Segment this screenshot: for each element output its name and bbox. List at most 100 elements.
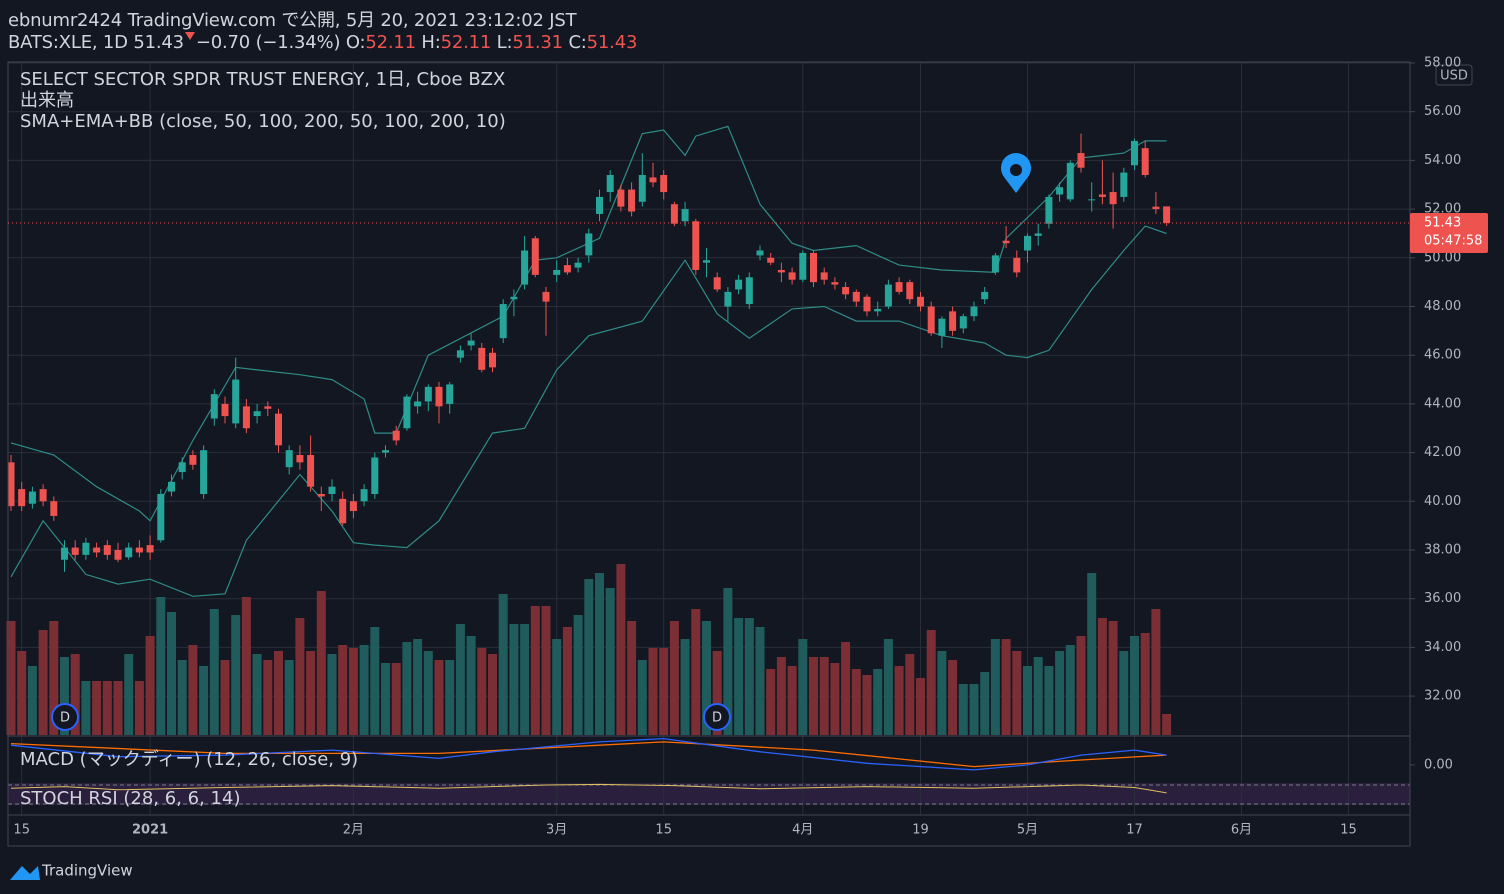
dividend-marker: D xyxy=(51,703,79,731)
volume-bar xyxy=(809,657,818,735)
x-tick-label: 17 xyxy=(1126,823,1143,838)
open: 52.11 xyxy=(365,32,416,53)
volume-bar xyxy=(894,666,904,735)
volume-bar xyxy=(787,666,797,735)
volume-bar xyxy=(627,621,637,735)
candle-body xyxy=(884,284,892,307)
candle-body xyxy=(307,455,315,487)
x-tick-label: 2月 xyxy=(343,823,364,838)
candle-body xyxy=(906,282,914,300)
volume-bar xyxy=(680,639,690,735)
volume-bar xyxy=(17,651,27,735)
candle-body xyxy=(189,455,197,465)
volume-bar xyxy=(1140,633,1150,735)
volume-bar xyxy=(113,681,123,735)
volume-bar xyxy=(1012,651,1022,735)
volume-bar xyxy=(370,627,380,735)
volume-bar xyxy=(381,663,390,735)
candle-body xyxy=(692,221,700,270)
candle-body xyxy=(1077,153,1085,168)
macd-line xyxy=(10,737,1167,771)
volume-bar xyxy=(637,660,647,735)
volume-bar xyxy=(530,606,540,735)
volume-bar xyxy=(648,648,658,735)
volume-bar xyxy=(819,657,829,735)
candle-body xyxy=(670,204,678,224)
candle-body xyxy=(585,233,593,256)
volume-bar xyxy=(466,636,476,735)
legend-volume: 出来高 xyxy=(20,90,74,111)
y-tick-label: 0.00 xyxy=(1424,757,1453,772)
candle-body xyxy=(628,189,636,212)
candle-body xyxy=(7,462,15,507)
earnings-pin xyxy=(1001,153,1031,193)
volume-bar xyxy=(969,684,979,735)
volume-bar xyxy=(541,606,551,735)
y-tick-label: 50.00 xyxy=(1424,250,1461,265)
volume-bar xyxy=(702,621,711,735)
price-tag-price: 51.43 xyxy=(1424,215,1461,230)
candle-body xyxy=(1056,187,1064,195)
volume-bar xyxy=(1162,714,1172,735)
volume-bar xyxy=(691,609,701,735)
volume-bar xyxy=(477,648,487,735)
candle-body xyxy=(735,279,743,290)
volume-bar xyxy=(595,573,604,735)
volume-bar xyxy=(263,660,273,735)
currency: USD xyxy=(1440,69,1468,84)
down-arrow xyxy=(184,32,195,40)
volume-bar xyxy=(434,660,444,735)
candle-body xyxy=(264,406,272,409)
volume-bar xyxy=(584,579,594,735)
candle-body xyxy=(360,489,368,502)
volume-bar xyxy=(209,609,219,735)
volume-bar xyxy=(990,639,1000,735)
y-tick-label: 58.00 xyxy=(1424,56,1461,71)
candle-body xyxy=(446,384,454,404)
candle-body xyxy=(61,547,68,560)
candle-body xyxy=(842,287,850,295)
l-label: L: xyxy=(496,32,513,53)
candle-body xyxy=(895,282,903,292)
candle-body xyxy=(574,262,582,268)
candle-body xyxy=(489,352,496,368)
volume-bar xyxy=(1055,651,1065,735)
volume-bar xyxy=(102,681,112,735)
candle-body xyxy=(617,189,625,207)
legend-indicator: SMA+EMA+BB (close, 50, 100, 200, 50, 100… xyxy=(20,111,506,132)
candle-body xyxy=(970,306,978,317)
volume-bar xyxy=(1119,651,1129,735)
candle-body xyxy=(221,403,229,417)
candle-body xyxy=(938,318,946,336)
candle-body xyxy=(767,257,775,263)
y-tick-label: 34.00 xyxy=(1424,640,1461,655)
stoch-band-fill xyxy=(8,783,1410,805)
candle-body xyxy=(125,547,133,558)
volume-bar xyxy=(445,660,455,735)
candle-body xyxy=(1120,172,1128,197)
candle-body xyxy=(200,450,208,494)
candle-body xyxy=(820,272,828,280)
candle-body xyxy=(745,277,753,305)
volume-bar xyxy=(958,684,968,735)
candle-body xyxy=(553,269,561,275)
candle-body xyxy=(756,250,764,256)
candle-body xyxy=(1045,196,1053,224)
candle-body xyxy=(799,252,807,280)
candle-body xyxy=(660,175,668,193)
volume-bar xyxy=(552,639,562,735)
candle-body xyxy=(478,347,486,370)
o-label: O: xyxy=(345,32,366,53)
candle-body xyxy=(1002,240,1010,244)
volume-bar xyxy=(830,663,840,735)
x-tick-label: 19 xyxy=(912,823,929,838)
volume-bar xyxy=(188,645,198,735)
price-tag xyxy=(1410,212,1488,253)
symbol: BATS:XLE, 1D 51.43 xyxy=(8,32,184,53)
volume-bar xyxy=(1001,639,1011,735)
volume-bar xyxy=(498,594,508,735)
publish-info: ebnumr2424 TradingView.com で公開, 5月 20, 2… xyxy=(8,10,577,31)
x-tick-label: 3月 xyxy=(546,823,567,838)
y-tick-label: 52.00 xyxy=(1424,202,1461,217)
